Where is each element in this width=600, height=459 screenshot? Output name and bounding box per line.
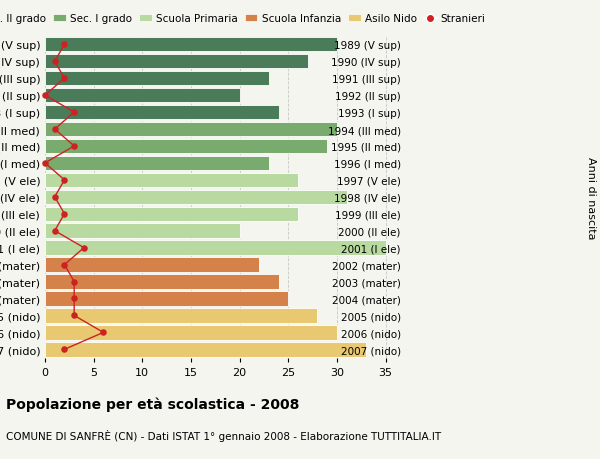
Bar — [45, 207, 298, 222]
Point — [79, 245, 89, 252]
Bar — [45, 258, 259, 272]
Legend: Sec. II grado, Sec. I grado, Scuola Primaria, Scuola Infanzia, Asilo Nido, Stran: Sec. II grado, Sec. I grado, Scuola Prim… — [0, 10, 490, 28]
Point — [50, 126, 59, 134]
Point — [50, 58, 59, 66]
Point — [70, 143, 79, 150]
Point — [70, 109, 79, 117]
Bar — [45, 291, 288, 306]
Point — [50, 228, 59, 235]
Point — [59, 211, 69, 218]
Bar — [45, 55, 308, 69]
Bar — [45, 72, 269, 86]
Bar — [45, 190, 347, 205]
Bar — [45, 157, 269, 171]
Bar — [45, 89, 239, 103]
Point — [59, 346, 69, 353]
Point — [59, 75, 69, 83]
Point — [59, 41, 69, 49]
Point — [98, 329, 108, 336]
Bar — [45, 241, 386, 255]
Bar — [45, 308, 317, 323]
Point — [40, 92, 50, 100]
Bar — [45, 173, 298, 188]
Bar — [45, 106, 278, 120]
Point — [59, 177, 69, 184]
Bar — [45, 275, 278, 289]
Bar — [45, 224, 239, 238]
Point — [40, 160, 50, 167]
Text: COMUNE DI SANFRÈ (CN) - Dati ISTAT 1° gennaio 2008 - Elaborazione TUTTITALIA.IT: COMUNE DI SANFRÈ (CN) - Dati ISTAT 1° ge… — [6, 429, 441, 441]
Bar — [45, 123, 337, 137]
Bar — [45, 140, 327, 154]
Point — [70, 295, 79, 302]
Point — [50, 194, 59, 201]
Bar — [45, 342, 366, 357]
Bar — [45, 38, 337, 52]
Point — [59, 261, 69, 269]
Text: Popolazione per età scolastica - 2008: Popolazione per età scolastica - 2008 — [6, 397, 299, 412]
Point — [70, 312, 79, 319]
Bar — [45, 325, 337, 340]
Text: Anni di nascita: Anni di nascita — [586, 156, 596, 239]
Point — [70, 278, 79, 285]
